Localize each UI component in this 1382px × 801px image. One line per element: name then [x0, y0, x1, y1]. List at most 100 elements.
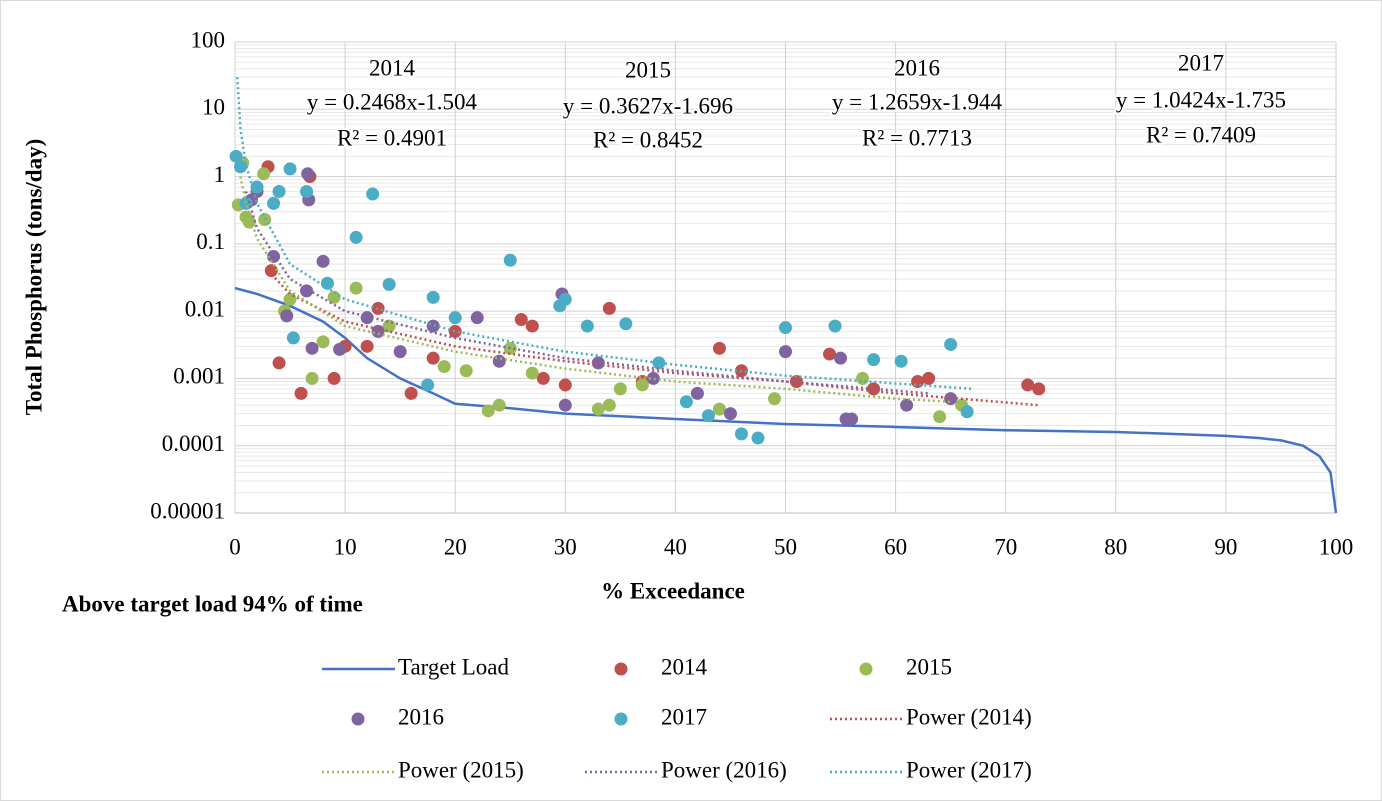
point	[619, 317, 633, 331]
legend-label: Power (2015)	[398, 757, 524, 782]
point	[503, 341, 517, 355]
point	[834, 351, 848, 365]
point	[320, 276, 334, 290]
annotation: y = 1.0424x-1.735	[1116, 87, 1286, 112]
legend-label: Power (2017)	[906, 757, 1032, 782]
point	[944, 392, 958, 406]
point	[591, 402, 605, 416]
annotation: R² = 0.8452	[593, 127, 703, 152]
x-tick-label: 80	[1104, 534, 1127, 559]
point	[856, 371, 870, 385]
x-tick-label: 10	[334, 534, 357, 559]
y-tick-label: 10	[202, 95, 225, 120]
y-tick-label: 0.1	[196, 229, 225, 254]
point	[492, 354, 506, 368]
x-tick-label: 60	[884, 534, 907, 559]
point	[894, 354, 908, 368]
annotation: R² = 0.4901	[337, 125, 447, 150]
point	[635, 378, 649, 392]
point	[712, 341, 726, 355]
point	[421, 378, 435, 392]
point	[448, 324, 462, 338]
point	[382, 319, 396, 333]
point	[280, 309, 294, 323]
y-tick-label: 0.0001	[162, 431, 225, 456]
point	[845, 412, 859, 426]
point	[371, 324, 385, 338]
point	[690, 386, 704, 400]
legend-marker	[859, 662, 873, 676]
point	[867, 382, 881, 396]
point	[426, 351, 440, 365]
note: Above target load 94% of time	[62, 591, 363, 616]
point	[349, 281, 363, 295]
point	[327, 371, 341, 385]
legend-label: Target Load	[398, 654, 510, 679]
y-tick-label: 0.00001	[150, 498, 225, 523]
point	[602, 301, 616, 315]
point	[828, 319, 842, 333]
trendline	[239, 176, 951, 404]
legend-marker	[614, 712, 628, 726]
point	[360, 339, 374, 353]
x-tick-label: 90	[1214, 534, 1237, 559]
point	[701, 409, 715, 423]
point	[525, 319, 539, 333]
point	[481, 404, 495, 418]
legend-marker	[351, 712, 365, 726]
point	[272, 356, 286, 370]
point	[525, 366, 539, 380]
point	[558, 378, 572, 392]
point	[327, 290, 341, 304]
point	[294, 386, 308, 400]
point	[867, 353, 881, 367]
annotation: 2015	[625, 57, 671, 82]
point	[470, 311, 484, 325]
point	[712, 402, 726, 416]
y-tick-label: 0.01	[185, 296, 225, 321]
point	[602, 398, 616, 412]
point	[646, 371, 660, 385]
x-axis-title: % Exceedance	[601, 578, 745, 603]
point	[286, 331, 300, 345]
point	[305, 341, 319, 355]
point	[911, 375, 925, 389]
point	[283, 162, 297, 176]
y-axis-title: Total Phosphorus (tons/day)	[21, 139, 46, 416]
point	[257, 167, 271, 181]
annotation: 2014	[369, 55, 416, 80]
trendline	[244, 191, 929, 395]
point	[960, 405, 974, 419]
point	[652, 356, 666, 370]
point	[580, 319, 594, 333]
point	[283, 292, 297, 306]
x-tick-label: 30	[554, 534, 577, 559]
point	[316, 254, 330, 268]
point	[404, 386, 418, 400]
point	[239, 196, 253, 210]
point	[301, 167, 315, 181]
point	[229, 149, 243, 163]
legend-label: 2016	[398, 704, 444, 729]
point	[823, 347, 837, 361]
point	[316, 335, 330, 349]
trendline	[235, 77, 973, 391]
x-tick-label: 50	[774, 534, 797, 559]
point	[779, 321, 792, 335]
point	[250, 180, 264, 194]
legend-label: Power (2016)	[661, 757, 787, 782]
point	[300, 284, 314, 298]
point	[349, 230, 363, 244]
x-tick-label: 0	[229, 534, 241, 559]
legend-label: 2015	[906, 654, 952, 679]
point	[459, 364, 473, 378]
point	[437, 360, 451, 374]
point	[366, 187, 380, 201]
point	[305, 371, 319, 385]
annotation: 2017	[1178, 50, 1224, 75]
annotation: y = 0.3627x-1.696	[563, 93, 733, 118]
point	[933, 410, 947, 424]
y-tick-label: 0.001	[173, 364, 225, 389]
